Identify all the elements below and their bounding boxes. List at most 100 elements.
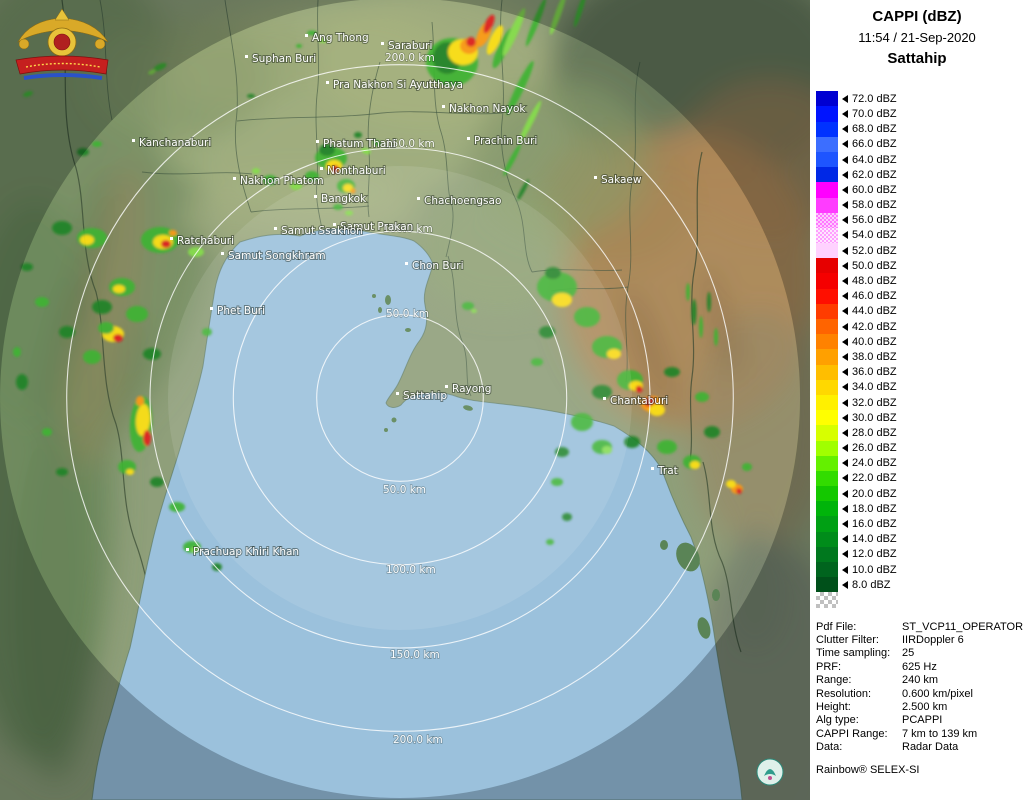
radar-echo bbox=[83, 350, 101, 364]
parameter-label: Data: bbox=[816, 741, 843, 754]
radar-echo bbox=[169, 502, 185, 512]
radar-echo bbox=[602, 446, 612, 454]
city-marker bbox=[467, 137, 470, 140]
scan-datetime: 11:54 / 21-Sep-2020 bbox=[858, 30, 976, 45]
radar-echo bbox=[319, 144, 335, 156]
radar-echo bbox=[462, 302, 474, 310]
legend-arrow-icon bbox=[842, 428, 848, 437]
radar-echo bbox=[539, 326, 555, 338]
radar-echo bbox=[252, 168, 260, 174]
city-label: Nakhon Nayok bbox=[449, 103, 526, 115]
range-ring-label: 200.0 km bbox=[393, 734, 443, 746]
parameter-label: Alg type: bbox=[816, 714, 859, 727]
city-label: Phatum Thani bbox=[323, 138, 396, 150]
legend-arrow-icon bbox=[842, 170, 848, 179]
city-label: Chachoengsao bbox=[424, 195, 501, 207]
legend-value: 8.0 dBZ bbox=[852, 578, 891, 591]
legend-value: 46.0 dBZ bbox=[852, 290, 897, 303]
legend-row: 36.0 dBZ bbox=[816, 364, 1024, 380]
city-label: Pra Nakhon Si Ayutthaya bbox=[333, 79, 463, 91]
city-marker bbox=[594, 176, 597, 179]
parameter-value: 240 km bbox=[902, 674, 939, 687]
city-marker bbox=[651, 467, 654, 470]
cappi-range-haze bbox=[168, 166, 632, 630]
legend-swatch bbox=[816, 151, 838, 168]
radar-echo bbox=[126, 306, 148, 322]
legend-row: 30.0 dBZ bbox=[816, 410, 1024, 426]
radar-echo bbox=[113, 334, 123, 342]
legend-swatch bbox=[816, 410, 838, 426]
radar-echo bbox=[531, 358, 543, 366]
parameter-row: Range: 240 km bbox=[816, 674, 1024, 687]
parameter-row: Resolution: 0.600 km/pixel bbox=[816, 688, 1024, 701]
legend-arrow-icon bbox=[842, 185, 848, 194]
legend-swatch bbox=[816, 106, 838, 122]
range-ring-label: 50.0 km bbox=[386, 308, 429, 320]
parameter-value: 0.600 km/pixel bbox=[902, 687, 973, 700]
legend-row: 26.0 dBZ bbox=[816, 440, 1024, 456]
city-label: Prachuap Khiri Khan bbox=[193, 546, 299, 558]
legend-value: 68.0 dBZ bbox=[852, 123, 897, 136]
radar-echo bbox=[361, 147, 371, 155]
radar-echo bbox=[707, 292, 711, 312]
legend-swatch bbox=[816, 531, 838, 547]
legend-value: 28.0 dBZ bbox=[852, 426, 897, 439]
radar-echo bbox=[649, 404, 665, 416]
radar-echo bbox=[503, 144, 521, 176]
radar-echo bbox=[161, 240, 171, 248]
legend-swatch bbox=[816, 425, 838, 441]
radar-echo bbox=[518, 100, 542, 144]
city-marker bbox=[274, 227, 277, 230]
legend-row: 60.0 dBZ bbox=[816, 182, 1024, 198]
legend-swatch bbox=[816, 288, 838, 304]
city-labels: Ang Thong Saraburi Suphan Buri Pra Nakhon S… bbox=[132, 31, 679, 559]
radar-echo bbox=[188, 247, 204, 257]
city-marker bbox=[132, 139, 135, 142]
radar-echo bbox=[635, 385, 643, 393]
range-ring-200km bbox=[66, 64, 734, 732]
radar-echo bbox=[506, 60, 534, 116]
vendor-mini-logo bbox=[756, 758, 784, 786]
city-label: Nonthaburi bbox=[327, 165, 386, 177]
city-label: Samut Ssakhon bbox=[281, 225, 363, 237]
city-marker bbox=[445, 385, 448, 388]
legend-row: 20.0 dBZ bbox=[816, 486, 1024, 502]
legend-arrow-icon bbox=[842, 520, 848, 529]
dbz-color-legend: 72.0 dBZ 70.0 dBZ 68.0 dBZ 66.0 dBZ 64.0 dBZ… bbox=[816, 76, 1024, 608]
legend-swatch bbox=[816, 91, 838, 107]
radar-echo bbox=[77, 148, 89, 156]
radar-echo bbox=[350, 188, 356, 194]
legend-value: 38.0 dBZ bbox=[852, 350, 897, 363]
legend-value: 56.0 dBZ bbox=[852, 214, 897, 227]
radar-echo bbox=[23, 91, 33, 97]
radar-echo bbox=[143, 430, 151, 446]
legend-swatch bbox=[816, 516, 838, 532]
radar-echo bbox=[483, 14, 495, 34]
legend-value: 64.0 dBZ bbox=[852, 153, 897, 166]
range-ring-labels: 200.0 km 150.0 km 100.0 km 50.0 km 50.0 km 10… bbox=[382, 51, 443, 747]
legend-row: 48.0 dBZ bbox=[816, 273, 1024, 289]
city-label: Kanchanaburi bbox=[139, 137, 211, 149]
legend-row: 44.0 dBZ bbox=[816, 303, 1024, 319]
legend-swatch bbox=[816, 121, 838, 137]
legend-swatch bbox=[816, 349, 838, 365]
parameter-value: ST_VCP11_OPERATOR.cappi bbox=[902, 620, 1024, 633]
radar-echo bbox=[92, 300, 112, 314]
radar-echo bbox=[691, 299, 697, 325]
parameter-value: IIRDoppler 6 bbox=[902, 633, 964, 646]
legend-arrow-icon bbox=[842, 413, 848, 422]
radar-echo bbox=[202, 328, 212, 336]
legend-value: 66.0 dBZ bbox=[852, 138, 897, 151]
legend-arrow-icon bbox=[842, 368, 848, 377]
legend-value: 72.0 dBZ bbox=[852, 92, 897, 105]
parameter-row: Height: 2.500 km bbox=[816, 701, 1024, 714]
legend-arrow-icon bbox=[842, 140, 848, 149]
legend-row: 64.0 dBZ bbox=[816, 151, 1024, 168]
legend-value: 42.0 dBZ bbox=[852, 320, 897, 333]
radar-echo bbox=[98, 322, 114, 334]
legend-row: 50.0 dBZ bbox=[816, 258, 1024, 274]
radar-echo bbox=[191, 547, 199, 553]
radar-echo bbox=[571, 413, 593, 431]
legend-value: 58.0 dBZ bbox=[852, 199, 897, 212]
city-label: Chon Buri bbox=[412, 260, 464, 272]
